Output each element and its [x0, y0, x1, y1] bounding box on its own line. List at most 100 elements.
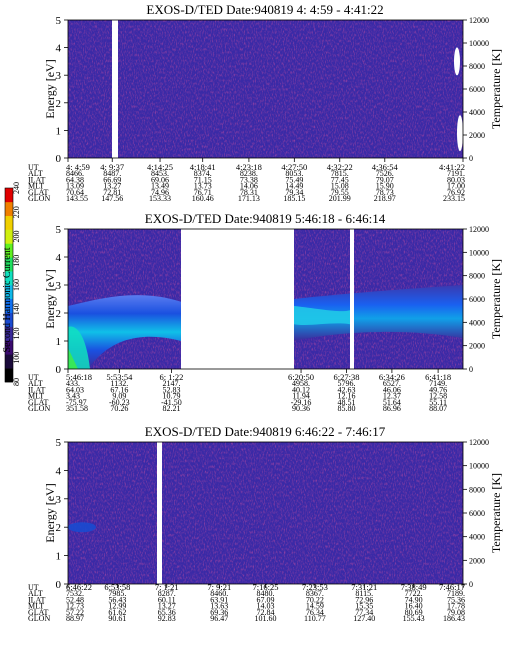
ephemeris-value: 7985. — [108, 589, 126, 598]
ephemeris-value: 79.07 — [376, 175, 394, 184]
y-tick-label: 2 — [56, 522, 62, 534]
x-tick-label: 7:16:25 — [253, 582, 279, 592]
y-axis-label: Energy [eV] — [43, 483, 57, 542]
ephemeris-value: 1132. — [110, 379, 128, 388]
ephemeris-value: 127.40 — [353, 614, 375, 623]
ephemeris-value: 71.15 — [194, 175, 212, 184]
ephemeris-value: 16.40 — [405, 602, 423, 611]
y2-tick-label: 10000 — [469, 248, 489, 257]
x-tick-label: 7: 9:21 — [207, 582, 231, 592]
saturated-feature — [454, 47, 460, 76]
ephemeris-value: 7815. — [331, 169, 349, 178]
panel-title: EXOS-D/TED Date:940819 6:46:22 - 7:46:17 — [145, 424, 386, 439]
ephemeris-value: 13.73 — [194, 182, 212, 191]
ephemeris-value: 8460. — [210, 589, 228, 598]
colorbar-tick-label: 160 — [12, 279, 21, 291]
ephemeris-value: 7189. — [447, 589, 465, 598]
x-tick-label: 7:46:17 — [439, 582, 465, 592]
ephemeris-row-label: UT — [28, 373, 39, 382]
ephemeris-value: 14.49 — [285, 182, 303, 191]
y2-tick-label: 12000 — [469, 225, 489, 234]
ephemeris-value: 143.55 — [66, 194, 88, 203]
y2-axis-label: Temperature [K] — [489, 473, 503, 553]
ephemeris-value: 9.09 — [112, 392, 126, 401]
ephemeris-value: 75.49 — [285, 175, 303, 184]
colorbar-swatch — [5, 368, 13, 383]
ephemeris-value: 90.61 — [108, 614, 126, 623]
y-tick-label: 5 — [56, 224, 62, 236]
ephemeris-value: 77.45 — [331, 175, 349, 184]
colorbar-swatch — [5, 354, 13, 369]
emission-blob — [68, 522, 96, 533]
y2-tick-label: 12000 — [469, 16, 489, 25]
colorbar-frame — [4, 187, 14, 383]
x-tick-label: 7:31:21 — [351, 582, 377, 592]
ephemeris-value: 15.08 — [331, 182, 349, 191]
ephemeris-value: 13.27 — [103, 182, 121, 191]
colorbar-tick-label: 80 — [12, 378, 21, 386]
ephemeris-value: 12.99 — [108, 602, 126, 611]
ephemeris-row-label: ALT — [28, 379, 43, 388]
ephemeris-row-label: ILAT — [28, 385, 45, 394]
ephemeris-row-label: GLON — [28, 614, 50, 623]
x-tick-label: 4: 4:59 — [66, 162, 90, 172]
ephemeris-value: 69.36 — [210, 608, 228, 617]
ephemeris-value: 13.27 — [158, 602, 176, 611]
ephemeris-value: 77.34 — [355, 608, 373, 617]
x-tick-label: 7:23:53 — [302, 582, 328, 592]
y2-tick-label: 0 — [469, 580, 473, 589]
y2-tick-label: 8000 — [469, 272, 485, 281]
colorbar-swatch — [5, 312, 13, 327]
ephemeris-value: 96.47 — [210, 614, 228, 623]
x-tick-label: 5:46:18 — [66, 372, 92, 382]
ephemeris-value: 218.97 — [374, 194, 396, 203]
ephemeris-row-label: MLT — [28, 602, 44, 611]
ephemeris-value: 8238. — [240, 169, 258, 178]
colorbar-tick-label: 120 — [12, 328, 21, 340]
ephemeris-value: 82.21 — [162, 404, 180, 413]
data-gap — [112, 19, 118, 159]
x-tick-label: 5:53:54 — [106, 372, 133, 382]
data-gap — [181, 228, 294, 370]
ephemeris-value: 433. — [66, 379, 80, 388]
ephemeris-value: 76.34 — [306, 608, 324, 617]
ephemeris-value: -41.50 — [161, 398, 182, 407]
ephemeris-value: 80.03 — [447, 175, 465, 184]
ephemeris-row-label: UT — [28, 583, 39, 592]
ephemeris-value: 7532. — [66, 589, 84, 598]
ephemeris-value: 17.78 — [447, 602, 465, 611]
ephemeris-value: 72.84 — [257, 608, 275, 617]
ephemeris-value: 92.83 — [158, 614, 176, 623]
x-tick-label: 7: 1:21 — [155, 582, 179, 592]
ephemeris-value: 153.33 — [149, 194, 171, 203]
colorbar: 240 220 200 180 160 140 120 100 80 — [4, 182, 21, 386]
ephemeris-value: 13.63 — [210, 602, 228, 611]
ephemeris-value: 74.90 — [405, 595, 423, 604]
emission-core — [68, 326, 90, 369]
ephemeris-value: 8487. — [103, 169, 121, 178]
ephemeris-value: 101.60 — [255, 614, 277, 623]
colorbar-tick-label: 220 — [12, 206, 21, 218]
panel-3: EXOS-D/TED Date:940819 6:46:22 - 7:46:17… — [28, 424, 503, 623]
ephemeris-value: 88.07 — [429, 404, 447, 413]
ephemeris-value: 8287. — [158, 589, 176, 598]
ephemeris-value: 14.03 — [257, 602, 275, 611]
ephemeris-value: -75.97 — [66, 398, 87, 407]
ephemeris-value: 3.43 — [66, 392, 80, 401]
ephemeris-value: 70.64 — [66, 188, 84, 197]
ephemeris-row-label: GLON — [28, 404, 50, 413]
ephemeris-value: -29.16 — [291, 398, 312, 407]
emission-band-early — [68, 295, 181, 369]
y2-tick-label: 2000 — [469, 131, 485, 140]
ephemeris-value: 110.77 — [304, 614, 326, 623]
x-tick-label: 6:46:22 — [66, 582, 92, 592]
panel-title: EXOS-D/TED Date:940819 5:46:18 - 6:46:14 — [145, 211, 386, 226]
ephemeris-value: 88.97 — [66, 614, 84, 623]
ephemeris-value: 64.38 — [66, 175, 84, 184]
ephemeris-value: 8466. — [66, 169, 84, 178]
x-tick-label: 6: 1:22 — [160, 372, 184, 382]
ephemeris-row-label: GLAT — [28, 398, 49, 407]
y-tick-label: 1 — [56, 125, 62, 137]
ephemeris-value: 6527. — [383, 379, 401, 388]
